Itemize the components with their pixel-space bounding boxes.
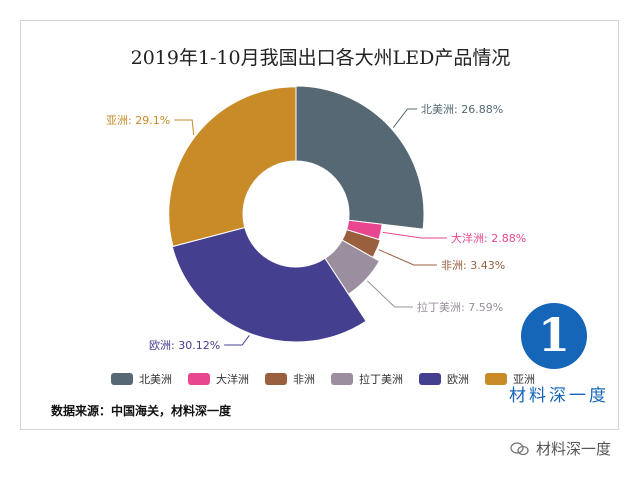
logo-text: 材料深一度 <box>509 386 609 406</box>
data-label-欧洲: 欧洲: 30.12% <box>149 339 220 352</box>
legend-label: 非洲 <box>293 373 315 386</box>
leader-line-欧洲 <box>224 335 250 346</box>
legend-label: 欧洲 <box>447 373 469 386</box>
legend-swatch <box>419 373 441 385</box>
watermark-text: 材料深一度 <box>536 440 612 458</box>
legend-swatch <box>111 373 133 385</box>
legend-label: 北美洲 <box>139 373 172 386</box>
legend-item-非洲[interactable]: 非洲 <box>265 371 315 387</box>
slice-欧洲 <box>171 226 367 343</box>
legend-item-北美洲[interactable]: 北美洲 <box>111 371 172 387</box>
legend-label: 拉丁美洲 <box>359 373 403 386</box>
data-label-拉丁美洲: 拉丁美洲: 7.59% <box>417 300 503 314</box>
legend-swatch <box>485 373 507 385</box>
brand-logo: 1 材料深一度 <box>499 303 619 421</box>
donut-chart: 北美洲: 26.88% 大洋洲: 2.88% 非洲: 3.43% 拉丁美洲: 7.59… <box>106 85 526 352</box>
data-source-note: 数据来源：中国海关，材料深一度 <box>51 404 232 418</box>
leader-line-拉丁美洲 <box>366 280 413 308</box>
legend-swatch <box>331 373 353 385</box>
data-label-大洋洲: 大洋洲: 2.88% <box>451 231 526 245</box>
data-label-亚洲: 亚洲: 29.1% <box>106 114 170 127</box>
data-label-北美洲: 北美洲: 26.88% <box>421 103 503 116</box>
chart-legend: 北美洲 大洋洲 非洲 拉丁美洲 欧洲 亚洲 <box>111 369 551 389</box>
legend-swatch <box>188 373 210 385</box>
leader-line-亚洲 <box>174 119 195 136</box>
logo-mark-icon: 1 <box>521 303 587 369</box>
legend-item-亚洲[interactable]: 亚洲 <box>485 371 535 387</box>
leader-line-北美洲 <box>392 108 417 128</box>
slice-北美洲 <box>295 85 425 230</box>
legend-item-拉丁美洲[interactable]: 拉丁美洲 <box>331 371 403 387</box>
data-label-非洲: 非洲: 3.43% <box>441 259 505 272</box>
legend-item-欧洲[interactable]: 欧洲 <box>419 371 469 387</box>
legend-swatch <box>265 373 287 385</box>
leader-line-大洋洲 <box>382 231 447 239</box>
wechat-watermark: 材料深一度 <box>510 438 611 459</box>
chart-frame: 2019年1-10月我国出口各大州LED产品情况 北美洲: 26.88% 大洋洲:… <box>20 20 619 430</box>
chart-title: 2019年1-10月我国出口各大州LED产品情况 <box>130 47 511 69</box>
slice-亚洲 <box>168 86 297 248</box>
legend-label: 大洋洲 <box>216 373 249 386</box>
legend-label: 亚洲 <box>513 373 535 386</box>
wechat-icon <box>510 441 529 455</box>
legend-item-大洋洲[interactable]: 大洋洲 <box>188 371 249 387</box>
leader-line-非洲 <box>378 249 437 266</box>
